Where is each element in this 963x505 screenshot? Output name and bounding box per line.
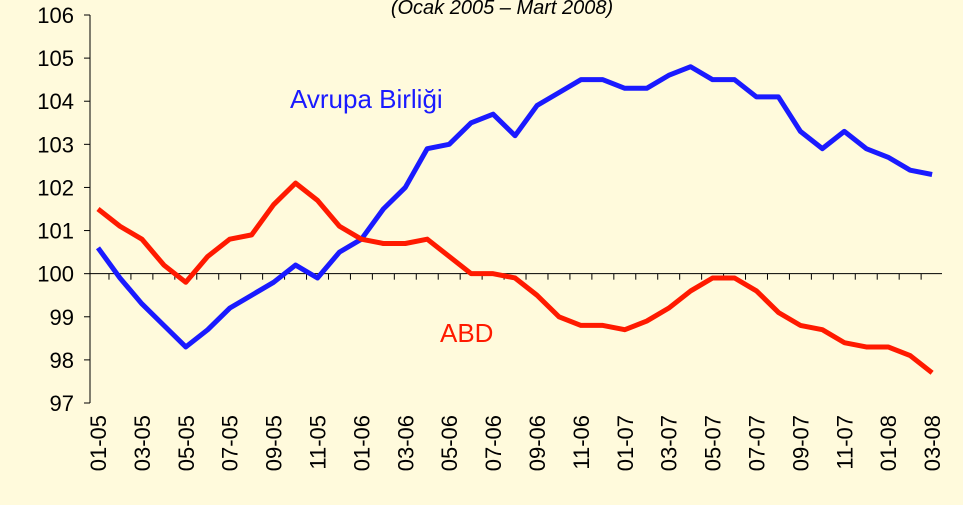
x-tick-label: 03-05 <box>130 415 155 471</box>
x-tick-label: 01-08 <box>876 415 901 471</box>
x-tick-label: 11-07 <box>832 415 857 470</box>
x-tick-label: 01-05 <box>86 415 111 471</box>
y-tick-label: 103 <box>37 132 74 157</box>
x-tick-label: 05-06 <box>437 415 462 471</box>
y-tick-label: 102 <box>37 175 74 200</box>
x-tick-label: 07-07 <box>745 415 770 471</box>
x-tick-label: 01-07 <box>613 415 638 471</box>
y-tick-label: 106 <box>37 3 74 28</box>
x-tick-label: 03-07 <box>657 415 682 471</box>
x-tick-label: 03-08 <box>920 415 945 471</box>
series-label: Avrupa Birliği <box>290 84 443 114</box>
y-tick-label: 98 <box>50 348 74 373</box>
x-tick-label: 09-07 <box>788 415 813 471</box>
y-tick-label: 104 <box>37 89 74 114</box>
chart-subtitle: (Ocak 2005 – Mart 2008) <box>391 0 613 19</box>
y-tick-label: 100 <box>37 262 74 287</box>
x-tick-label: 05-05 <box>174 415 199 471</box>
x-tick-label: 11-06 <box>569 415 594 470</box>
x-tick-label: 03-06 <box>393 415 418 471</box>
y-tick-label: 101 <box>37 219 74 244</box>
y-tick-label: 97 <box>50 391 74 416</box>
y-tick-label: 99 <box>50 305 74 330</box>
x-tick-label: 09-06 <box>525 415 550 471</box>
series-label: ABD <box>440 318 493 348</box>
x-tick-label: 09-05 <box>262 415 287 471</box>
data-line <box>96 180 934 375</box>
x-tick-label: 05-07 <box>701 415 726 471</box>
x-tick-label: 07-05 <box>218 415 243 471</box>
data-line <box>95 64 933 350</box>
y-tick-label: 105 <box>37 46 74 71</box>
x-tick-label: 07-06 <box>481 415 506 471</box>
x-tick-label: 11-05 <box>306 415 331 470</box>
x-tick-label: 01-06 <box>349 415 374 471</box>
